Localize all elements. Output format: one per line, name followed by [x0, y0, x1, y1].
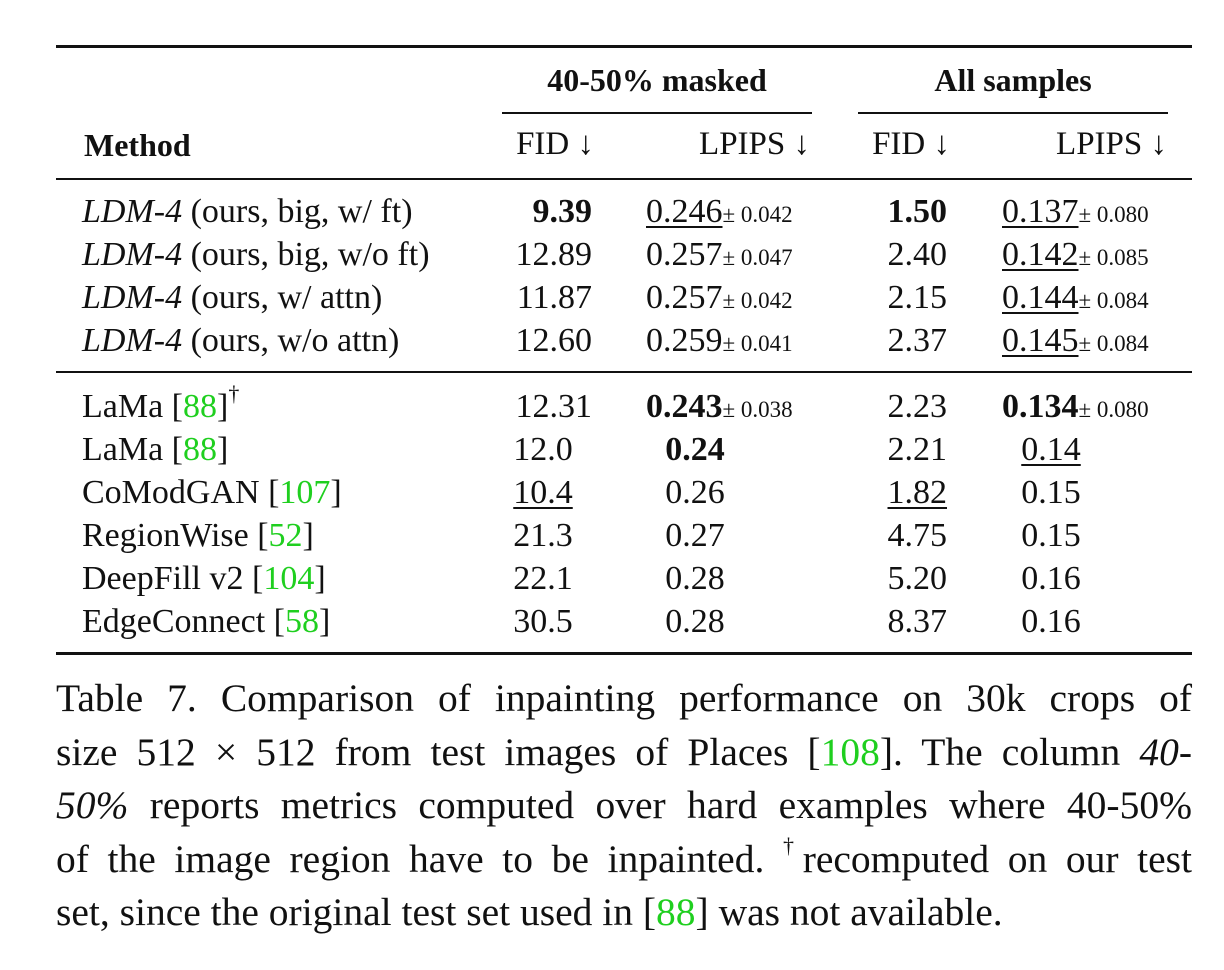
- lpips-cell: 0.134± 0.080: [1002, 388, 1149, 425]
- caption-line: 50% reports metrics computed over hard e…: [56, 783, 1192, 827]
- fid-cell: 12.0: [513, 431, 573, 468]
- lpips-cell: 0.257± 0.042: [646, 279, 793, 316]
- lpips-cell: 0.15: [1021, 474, 1081, 511]
- top-rule: [56, 45, 1192, 48]
- method-cell: DeepFill v2 [104]: [82, 560, 326, 597]
- bottom-rule: [56, 652, 1192, 655]
- fid-cell: 12.60: [515, 322, 593, 359]
- lpips-cell: 0.145± 0.084: [1002, 322, 1149, 359]
- lpips-cell: 0.246± 0.042: [646, 193, 793, 230]
- method-header: Method: [84, 127, 191, 163]
- lpips-cell: 0.142± 0.085: [1002, 236, 1149, 273]
- citation-link[interactable]: 104: [263, 560, 315, 597]
- mid-rule: [56, 371, 1192, 373]
- citation-link[interactable]: 88: [183, 431, 218, 468]
- lpips-cell: 0.24: [665, 431, 725, 468]
- lpips-cell: 0.14: [1021, 431, 1081, 468]
- fid-cell: 11.87: [516, 279, 592, 316]
- lpips-cell: 0.144± 0.084: [1002, 279, 1149, 316]
- table-caption: Table 7. Comparison of inpainting perfor…: [56, 672, 1192, 940]
- fid-header-2: FID ↓: [872, 126, 950, 162]
- fid-cell: 5.20: [887, 560, 948, 597]
- caption-line: set, since the original test set used in…: [56, 890, 1003, 934]
- group2-header: All samples: [934, 62, 1092, 98]
- fid-cell: 10.4: [513, 474, 573, 511]
- method-cell: CoModGAN [107]: [82, 474, 342, 511]
- caption-line: of the image region have to be inpainted…: [56, 833, 1193, 881]
- fid-cell: 2.37: [887, 322, 948, 359]
- caption-line: size 512 × 512 from test images of Place…: [56, 729, 1192, 774]
- fid-cell: 12.31: [515, 388, 593, 425]
- fid-cell: 2.23: [887, 388, 948, 425]
- fid-cell: 22.1: [513, 560, 573, 597]
- fid-cell: 2.21: [887, 431, 948, 468]
- fid-cell: 2.15: [887, 279, 948, 316]
- caption-line: Table 7. Comparison of inpainting perfor…: [56, 676, 1192, 720]
- group2-rule: [858, 112, 1168, 114]
- fid-cell: 1.50: [887, 193, 948, 230]
- header-rule: [56, 178, 1192, 180]
- lpips-cell: 0.28: [665, 603, 725, 640]
- method-cell: LaMa [88]†: [82, 380, 240, 425]
- method-cell: LDM-4 (ours, w/o attn): [82, 322, 400, 359]
- lpips-cell: 0.27: [665, 517, 725, 554]
- method-cell: EdgeConnect [58]: [82, 603, 331, 640]
- fid-cell: 4.75: [887, 517, 948, 554]
- fid-cell: 9.39: [532, 193, 593, 230]
- group1-header: 40-50% masked: [547, 62, 767, 98]
- citation-link[interactable]: 52: [268, 517, 303, 554]
- method-cell: LDM-4 (ours, w/ attn): [82, 279, 383, 316]
- fid-cell: 8.37: [887, 603, 948, 640]
- lpips-header-1: LPIPS ↓: [699, 126, 810, 162]
- lpips-cell: 0.137± 0.080: [1002, 193, 1149, 230]
- lpips-cell: 0.16: [1021, 560, 1081, 597]
- method-cell: LaMa [88]: [82, 431, 229, 468]
- citation-link[interactable]: 107: [279, 474, 331, 511]
- fid-cell: 12.89: [515, 236, 593, 273]
- fid-cell: 30.5: [513, 603, 573, 640]
- citation-link[interactable]: 108: [820, 729, 880, 774]
- group1-rule: [502, 112, 812, 114]
- fid-cell: 21.3: [513, 517, 573, 554]
- lpips-cell: 0.259± 0.041: [646, 322, 793, 359]
- fid-cell: 2.40: [887, 236, 948, 273]
- fid-header-1: FID ↓: [516, 126, 594, 162]
- lpips-cell: 0.28: [665, 560, 725, 597]
- method-cell: RegionWise [52]: [82, 517, 314, 554]
- method-cell: LDM-4 (ours, big, w/o ft): [82, 236, 430, 273]
- citation-link[interactable]: 58: [285, 603, 319, 640]
- method-cell: LDM-4 (ours, big, w/ ft): [82, 193, 413, 230]
- lpips-cell: 0.243± 0.038: [646, 388, 793, 425]
- lpips-header-2: LPIPS ↓: [1056, 126, 1167, 162]
- citation-link[interactable]: 88: [183, 388, 218, 425]
- lpips-cell: 0.26: [665, 474, 725, 511]
- lpips-cell: 0.16: [1021, 603, 1081, 640]
- lpips-cell: 0.15: [1021, 517, 1081, 554]
- fid-cell: 1.82: [887, 474, 948, 511]
- citation-link[interactable]: 88: [656, 890, 696, 934]
- lpips-cell: 0.257± 0.047: [646, 236, 793, 273]
